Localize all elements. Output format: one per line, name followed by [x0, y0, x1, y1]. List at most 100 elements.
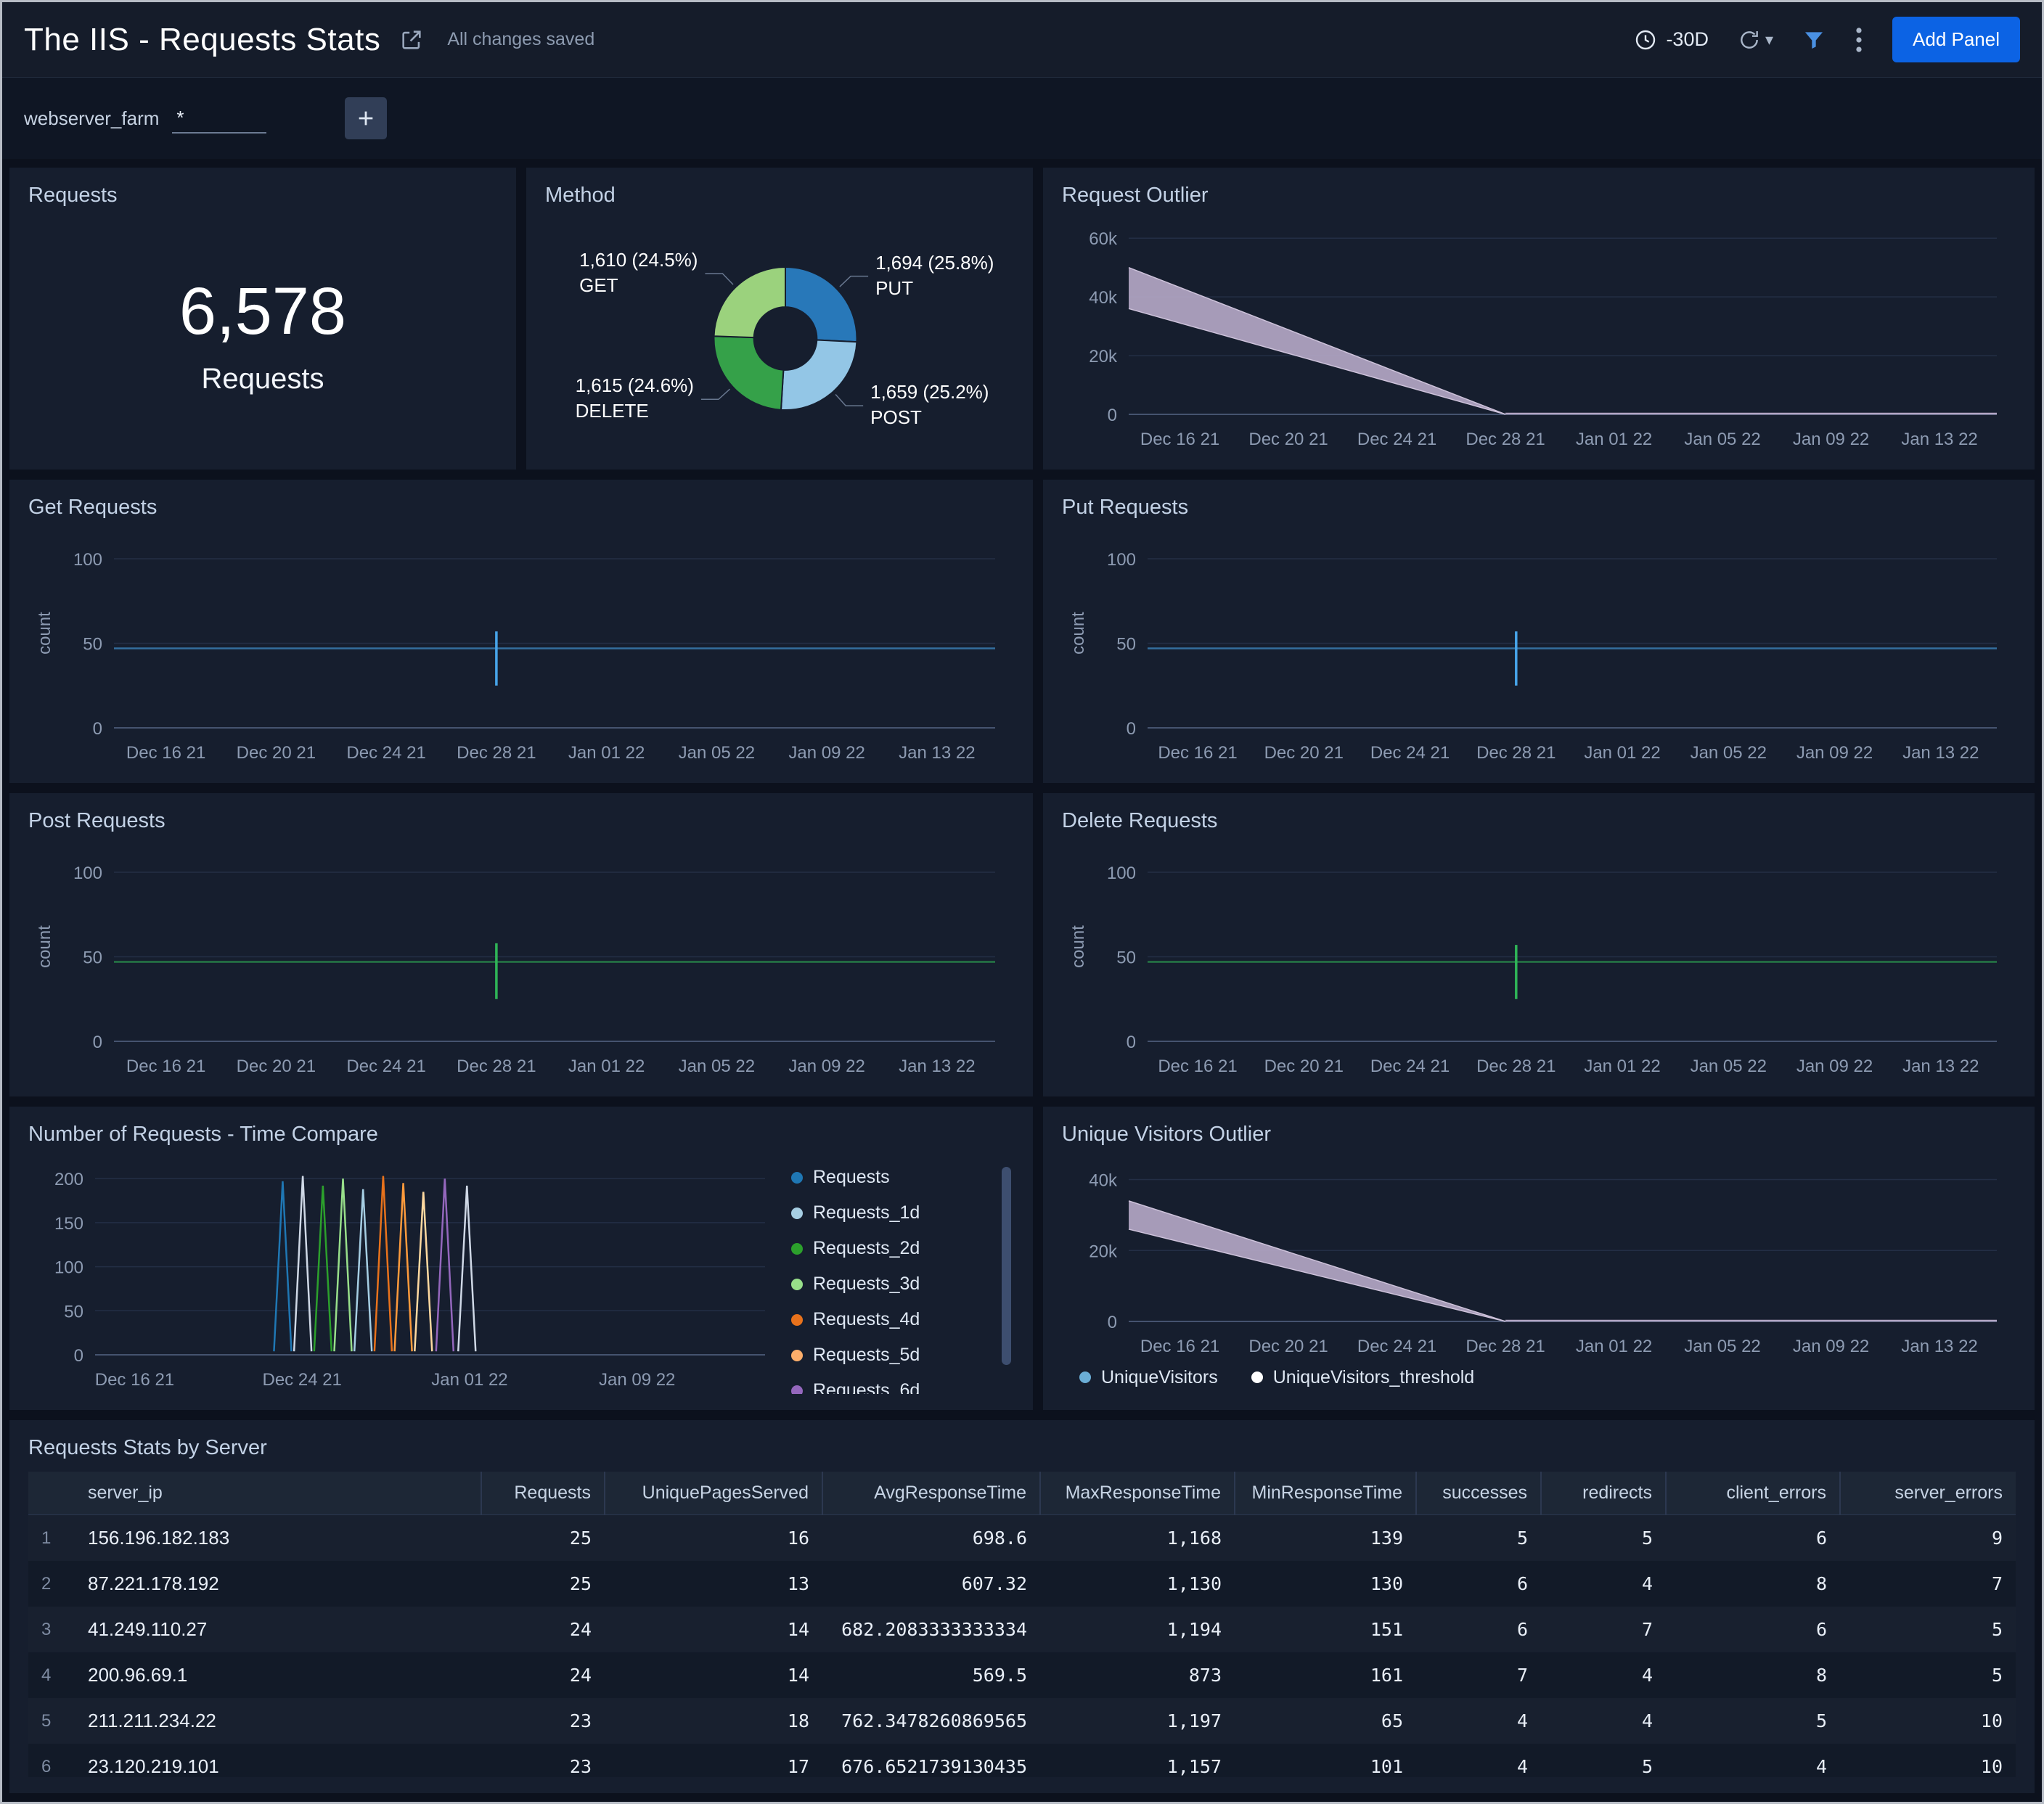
legend-dot-icon: [791, 1385, 803, 1394]
time-compare-chart[interactable]: 0 50 100 150 200 Dec 16 21 Dec 24 21 Jan 01 22 J…: [28, 1154, 784, 1394]
legend-item[interactable]: UniqueVisitors: [1079, 1367, 1218, 1388]
cell-successes: 6: [1516, 1619, 1528, 1640]
chart-svg: 0 50 100 Dec 16 21 Dec 20 21 Dec 24 21 Dec 28 …: [1068, 864, 1997, 1076]
legend-item[interactable]: Requests_5d: [791, 1345, 992, 1366]
table-row[interactable]: 4 200.96.69.1 24 14 569.5 873 161 7 4 8 5: [28, 1652, 2016, 1698]
axis-tick-label: Dec 24 21: [346, 1057, 425, 1076]
save-status: All changes saved: [447, 29, 595, 49]
axis-tick-label: Jan 01 22: [431, 1370, 507, 1390]
put-requests-chart[interactable]: 0 50 100 Dec 16 21 Dec 20 21 Dec 24 21 Dec 28 …: [1062, 527, 2016, 767]
donut-slice-delete[interactable]: [713, 335, 785, 411]
axis-tick-label: 150: [54, 1214, 83, 1234]
axis-tick-label: Jan 05 22: [679, 743, 755, 763]
y-axis-label: count: [1068, 612, 1088, 655]
cell-maxresponsetime: 1,197: [1166, 1710, 1222, 1731]
cell-server-ip: 211.211.234.22: [88, 1710, 216, 1731]
legend-item[interactable]: Requests_6d: [791, 1380, 992, 1394]
unique-visitors-legend: UniqueVisitors UniqueVisitors_threshold: [1062, 1361, 2016, 1394]
chevron-down-icon: ▾: [1765, 30, 1774, 49]
cell-client_errors: 4: [1815, 1756, 1827, 1777]
donut-slice-post[interactable]: [780, 339, 858, 411]
server-table: server_ip Requests UniquePagesServed AvgRes…: [28, 1472, 2016, 1777]
table-row[interactable]: 6 23.120.219.101 23 17 676.6521739130435 1,15…: [28, 1744, 2016, 1777]
row-number: 3: [41, 1619, 52, 1639]
axis-tick-label: Jan 01 22: [1584, 743, 1660, 763]
axis-tick-label: 100: [54, 1258, 83, 1278]
axis-tick-label: Dec 20 21: [237, 743, 316, 763]
row-number: 6: [41, 1756, 52, 1776]
unique-visitors-chart[interactable]: 0 20k 40k Dec 16 21 Dec 20 21 Dec 24 21 Dec 28…: [1062, 1154, 2016, 1361]
axis-tick-label: Jan 01 22: [568, 743, 645, 763]
column-header-avgresponsetime[interactable]: AvgResponseTime: [822, 1472, 1040, 1515]
method-donut-chart[interactable]: 1,694 (25.8%) PUT 1,659 (25.2%) POST 1,615 (…: [545, 215, 1014, 454]
share-icon[interactable]: [399, 28, 424, 52]
cell-redirects: 4: [1641, 1573, 1653, 1594]
donut-slice-put[interactable]: [785, 266, 858, 343]
legend-item[interactable]: UniqueVisitors_threshold: [1251, 1367, 1474, 1388]
legend-item[interactable]: Requests_3d: [791, 1274, 992, 1295]
cell-avgresponsetime: 569.5: [972, 1665, 1027, 1686]
column-header-uniquepagesserved[interactable]: UniquePagesServed: [604, 1472, 822, 1515]
cell-server-ip: 23.120.219.101: [88, 1755, 219, 1777]
cell-server-ip: 200.96.69.1: [88, 1664, 188, 1686]
donut-svg: [700, 266, 869, 411]
axis-tick-label: 50: [83, 948, 102, 967]
axis-tick-label: 50: [83, 634, 102, 654]
cell-minresponsetime: 101: [1370, 1756, 1403, 1777]
legend-item[interactable]: Requests_1d: [791, 1202, 992, 1223]
panel-title: Unique Visitors Outlier: [1062, 1123, 1271, 1146]
legend-scrollbar[interactable]: [1002, 1167, 1011, 1365]
add-panel-button[interactable]: Add Panel: [1892, 17, 2020, 62]
column-header-redirects[interactable]: redirects: [1540, 1472, 1666, 1515]
axis-tick-label: Jan 01 22: [1576, 430, 1652, 449]
filter-icon[interactable]: [1802, 28, 1826, 52]
legend-item[interactable]: Requests_2d: [791, 1238, 992, 1259]
legend-item[interactable]: Requests: [791, 1167, 992, 1188]
chart-svg: 0 20k 40k Dec 16 21 Dec 20 21 Dec 24 21 Dec 28…: [1089, 1171, 1997, 1356]
column-header-successes[interactable]: successes: [1415, 1472, 1541, 1515]
legend-dot-icon: [791, 1207, 803, 1219]
refresh-button[interactable]: ▾: [1738, 28, 1773, 52]
axis-tick-label: Dec 28 21: [457, 1057, 536, 1076]
get-requests-chart[interactable]: 0 50 100 Dec 16 21 Dec 20 21 Dec 24 21 Dec 28 …: [28, 527, 1014, 767]
row-number: 2: [41, 1573, 52, 1594]
axis-tick-label: Jan 09 22: [1793, 1337, 1869, 1356]
chart-svg: 0 50 100 Dec 16 21 Dec 20 21 Dec 24 21 Dec 28 …: [35, 864, 995, 1076]
table-row[interactable]: 5 211.211.234.22 23 18 762.3478260869565 1,19…: [28, 1698, 2016, 1744]
column-header-server_errors[interactable]: server_errors: [1839, 1472, 2016, 1515]
column-header-rownum: [28, 1472, 75, 1515]
table-row[interactable]: 1 156.196.182.183 25 16 698.6 1,168 139 5 5 6 9: [28, 1514, 2016, 1561]
delete-requests-chart[interactable]: 0 50 100 Dec 16 21 Dec 20 21 Dec 24 21 Dec 28 …: [1062, 840, 2016, 1081]
request-outlier-chart[interactable]: 0 20k 40k 60k Dec 16 21 Dec 20 21 Dec 24 21 Dec…: [1062, 215, 2016, 454]
cell-avgresponsetime: 682.2083333333334: [841, 1619, 1027, 1640]
time-range-value: -30D: [1666, 28, 1709, 50]
table-row[interactable]: 2 87.221.178.192 25 13 607.32 1,130 130 6 4 8 7: [28, 1561, 2016, 1607]
column-header-minresponsetime[interactable]: MinResponseTime: [1234, 1472, 1416, 1515]
column-header-server_ip[interactable]: server_ip: [75, 1472, 481, 1515]
column-header-client_errors[interactable]: client_errors: [1665, 1472, 1840, 1515]
table-row[interactable]: 3 41.249.110.27 24 14 682.2083333333334 1,194…: [28, 1607, 2016, 1652]
column-header-requests[interactable]: Requests: [481, 1472, 605, 1515]
filter-input[interactable]: [172, 103, 267, 134]
time-range-button[interactable]: -30D: [1634, 28, 1709, 52]
cell-successes: 4: [1516, 1756, 1528, 1777]
panel-delete-requests: Delete Requests 0 50 100 Dec 16 21 Dec 20 21…: [1043, 793, 2035, 1096]
cell-client_errors: 6: [1815, 1528, 1827, 1549]
more-menu-icon[interactable]: [1855, 27, 1863, 53]
post-requests-chart[interactable]: 0 50 100 Dec 16 21 Dec 20 21 Dec 24 21 Dec 28 …: [28, 840, 1014, 1081]
cell-minresponsetime: 130: [1370, 1573, 1403, 1594]
donut-slice-get[interactable]: [713, 266, 786, 339]
column-header-maxresponsetime[interactable]: MaxResponseTime: [1039, 1472, 1235, 1515]
cell-server_errors: 9: [1991, 1528, 2003, 1549]
cell-client_errors: 5: [1815, 1710, 1827, 1731]
chart-svg: 0 50 100 Dec 16 21 Dec 20 21 Dec 24 21 Dec 28 …: [35, 550, 995, 763]
axis-tick-label: Jan 09 22: [788, 1057, 864, 1076]
add-filter-button[interactable]: [345, 97, 388, 139]
legend-item[interactable]: Requests_4d: [791, 1309, 992, 1330]
cell-server_errors: 5: [1991, 1619, 2003, 1640]
axis-tick-label: 200: [54, 1170, 83, 1189]
row-number: 4: [41, 1665, 52, 1685]
cell-successes: 6: [1516, 1573, 1528, 1594]
cell-redirects: 5: [1641, 1756, 1653, 1777]
legend-dot-icon: [791, 1278, 803, 1290]
